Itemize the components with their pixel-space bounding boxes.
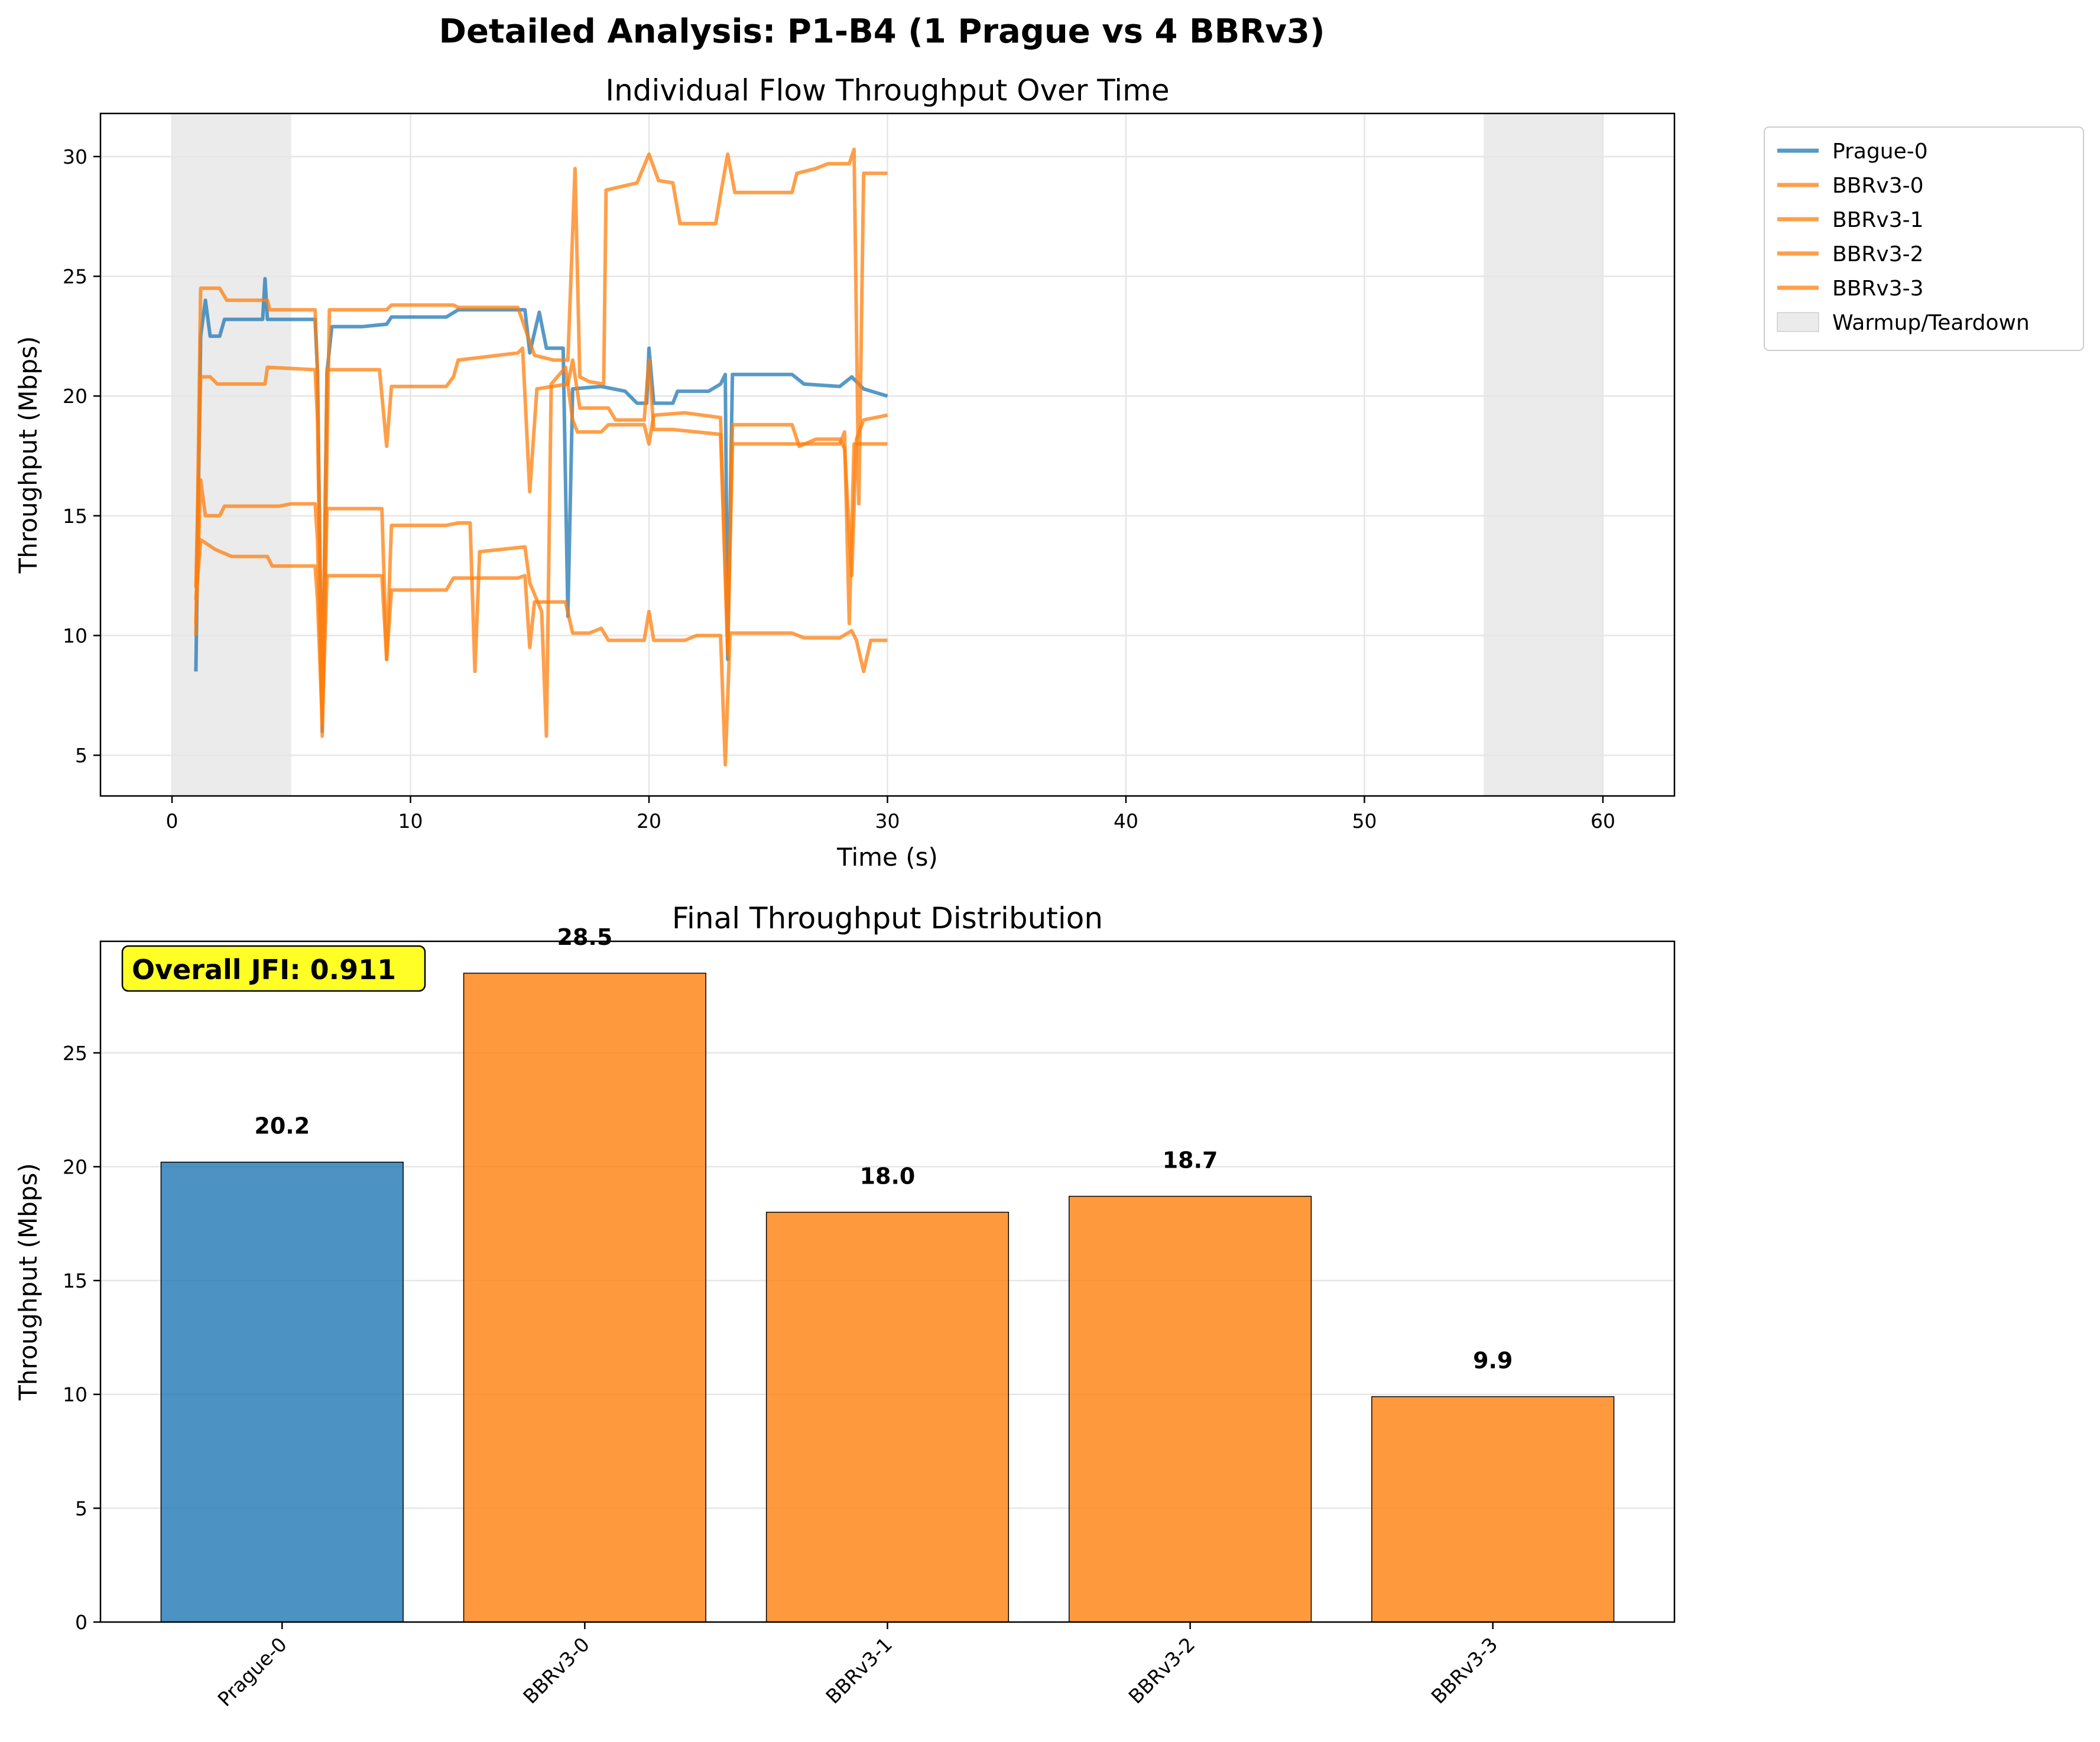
bar-value-label: 9.9: [1473, 1348, 1512, 1374]
throughput-over-time-chart: 0 10 20 30 40 50 60 5 10 15 20 25 30 Individual Flo…: [14, 73, 1676, 872]
jfi-annotation: Overall JFI: 0.911: [121, 945, 426, 992]
top-x-ticks: 0 10 20 30 40 50 60: [166, 796, 1615, 833]
bottom-chart-title: Final Throughput Distribution: [672, 901, 1103, 935]
legend-box: [1764, 126, 2084, 351]
flow-lines: [194, 147, 888, 767]
jfi-annotation-text: Overall JFI: 0.911: [132, 954, 396, 986]
bottom-y-tick-label: 5: [75, 1497, 87, 1520]
top-y-tick-label: 10: [63, 624, 87, 647]
top-chart-title: Individual Flow Throughput Over Time: [605, 73, 1169, 108]
bottom-y-tick-label: 15: [63, 1269, 87, 1292]
series-line-bbrv3-0: [194, 147, 888, 738]
bar-value-label: 18.7: [1163, 1148, 1218, 1174]
bottom-y-tick-label: 0: [75, 1611, 87, 1634]
top-y-tick-label: 20: [63, 385, 87, 408]
bar-bbrv3-3: [1371, 1396, 1615, 1623]
legend-label: BBRv3-1: [1832, 208, 1924, 232]
legend-swatch: [1777, 312, 1819, 332]
shaded-region-1: [1484, 113, 1603, 796]
shaded-region-0: [172, 113, 291, 796]
top-x-tick-label: 60: [1591, 810, 1615, 833]
top-y-tick-label: 30: [63, 145, 87, 168]
final-throughput-bar-chart: 20.228.518.018.79.9 Prague-0 BBRv3-0 BBRv3…: [14, 901, 1676, 1711]
bottom-y-ticks: 0 5 10 15 20 25: [63, 1042, 100, 1634]
bar-prague-0: [160, 1161, 404, 1623]
series-line-bbrv3-3: [194, 538, 888, 767]
legend-items: Prague-0 BBRv3-0 BBRv3-1 BBRv3-2 BBRv3-3 Warm…: [1777, 139, 2030, 335]
warmup-teardown-regions: [172, 113, 1603, 796]
bottom-y-tick-label: 25: [63, 1042, 87, 1065]
bottom-y-tick-label: 10: [63, 1383, 87, 1406]
legend-label: Warmup/Teardown: [1832, 311, 2030, 335]
legend-label: BBRv3-2: [1832, 242, 1924, 266]
legend-label: BBRv3-0: [1832, 174, 1924, 198]
top-y-axis-label: Throughput (Mbps): [14, 336, 43, 574]
jfi-annotation-box: [121, 945, 426, 992]
bar-bbrv3-2: [1069, 1195, 1312, 1623]
top-x-tick-label: 40: [1114, 810, 1138, 833]
top-x-tick-label: 20: [637, 810, 661, 833]
top-gridlines: [100, 113, 1674, 796]
legend-label: Prague-0: [1832, 139, 1928, 164]
bottom-y-tick-label: 20: [63, 1155, 87, 1178]
bar-bbrv3-0: [463, 973, 706, 1623]
top-y-tick-label: 25: [63, 265, 87, 288]
top-x-tick-label: 30: [875, 810, 900, 833]
figure-suptitle: Detailed Analysis: P1-B4 (1 Prague vs 4 …: [439, 12, 1325, 51]
bar-bbrv3-1: [765, 1211, 1010, 1623]
bar-value-label: 28.5: [557, 924, 613, 950]
top-x-axis-label: Time (s): [836, 843, 938, 872]
bottom-y-axis-label: Throughput (Mbps): [14, 1163, 43, 1401]
bars: [160, 973, 1615, 1623]
legend-label: BBRv3-3: [1832, 277, 1924, 301]
top-y-tick-label: 15: [63, 505, 87, 528]
series-line-bbrv3-2: [194, 365, 888, 738]
top-y-tick-label: 5: [75, 744, 87, 767]
bar-value-label: 20.2: [254, 1113, 310, 1139]
top-x-tick-label: 10: [398, 810, 423, 833]
top-x-tick-label: 0: [166, 810, 178, 833]
bar-value-label: 18.0: [860, 1163, 916, 1189]
bar-value-labels: 20.2 28.5 18.0 18.7 9.9: [254, 924, 1512, 1374]
top-x-tick-label: 50: [1352, 810, 1377, 833]
legend: Prague-0 BBRv3-0 BBRv3-1 BBRv3-2 BBRv3-3 Warm…: [1764, 126, 2084, 351]
top-y-ticks: 5 10 15 20 25 30: [63, 145, 100, 767]
